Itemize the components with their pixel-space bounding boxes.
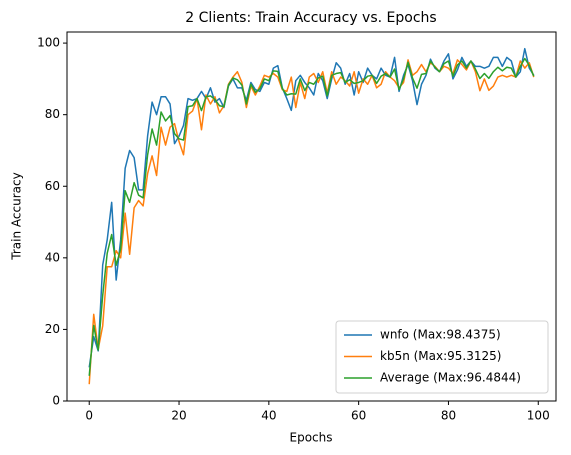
legend-label: wnfo (Max:98.4375) (380, 328, 501, 342)
y-tick-label: 100 (37, 36, 60, 50)
x-tick-label: 100 (527, 409, 550, 423)
y-axis-label: Train Accuracy (10, 172, 24, 260)
x-tick-label: 60 (351, 409, 366, 423)
plot-frame (66, 31, 557, 402)
y-tick-label: 40 (45, 250, 60, 264)
y-tick-label: 0 (52, 394, 60, 408)
legend-label: kb5n (Max:95.3125) (380, 349, 501, 363)
chart-title: 2 Clients: Train Accuracy vs. Epochs (185, 10, 436, 26)
series-line (88, 57, 535, 376)
x-tick-label: 80 (441, 409, 456, 423)
x-tick-label: 20 (171, 409, 186, 423)
x-tick-label: 0 (85, 409, 93, 423)
x-tick-label: 40 (261, 409, 276, 423)
legend-label: Average (Max:96.4844) (380, 371, 521, 385)
y-tick-label: 20 (45, 322, 60, 336)
y-tick-label: 60 (45, 179, 60, 193)
series-line (88, 47, 535, 368)
legend-box (335, 320, 549, 394)
x-axis-label: Epochs (290, 431, 333, 445)
y-tick-label: 80 (45, 107, 60, 121)
